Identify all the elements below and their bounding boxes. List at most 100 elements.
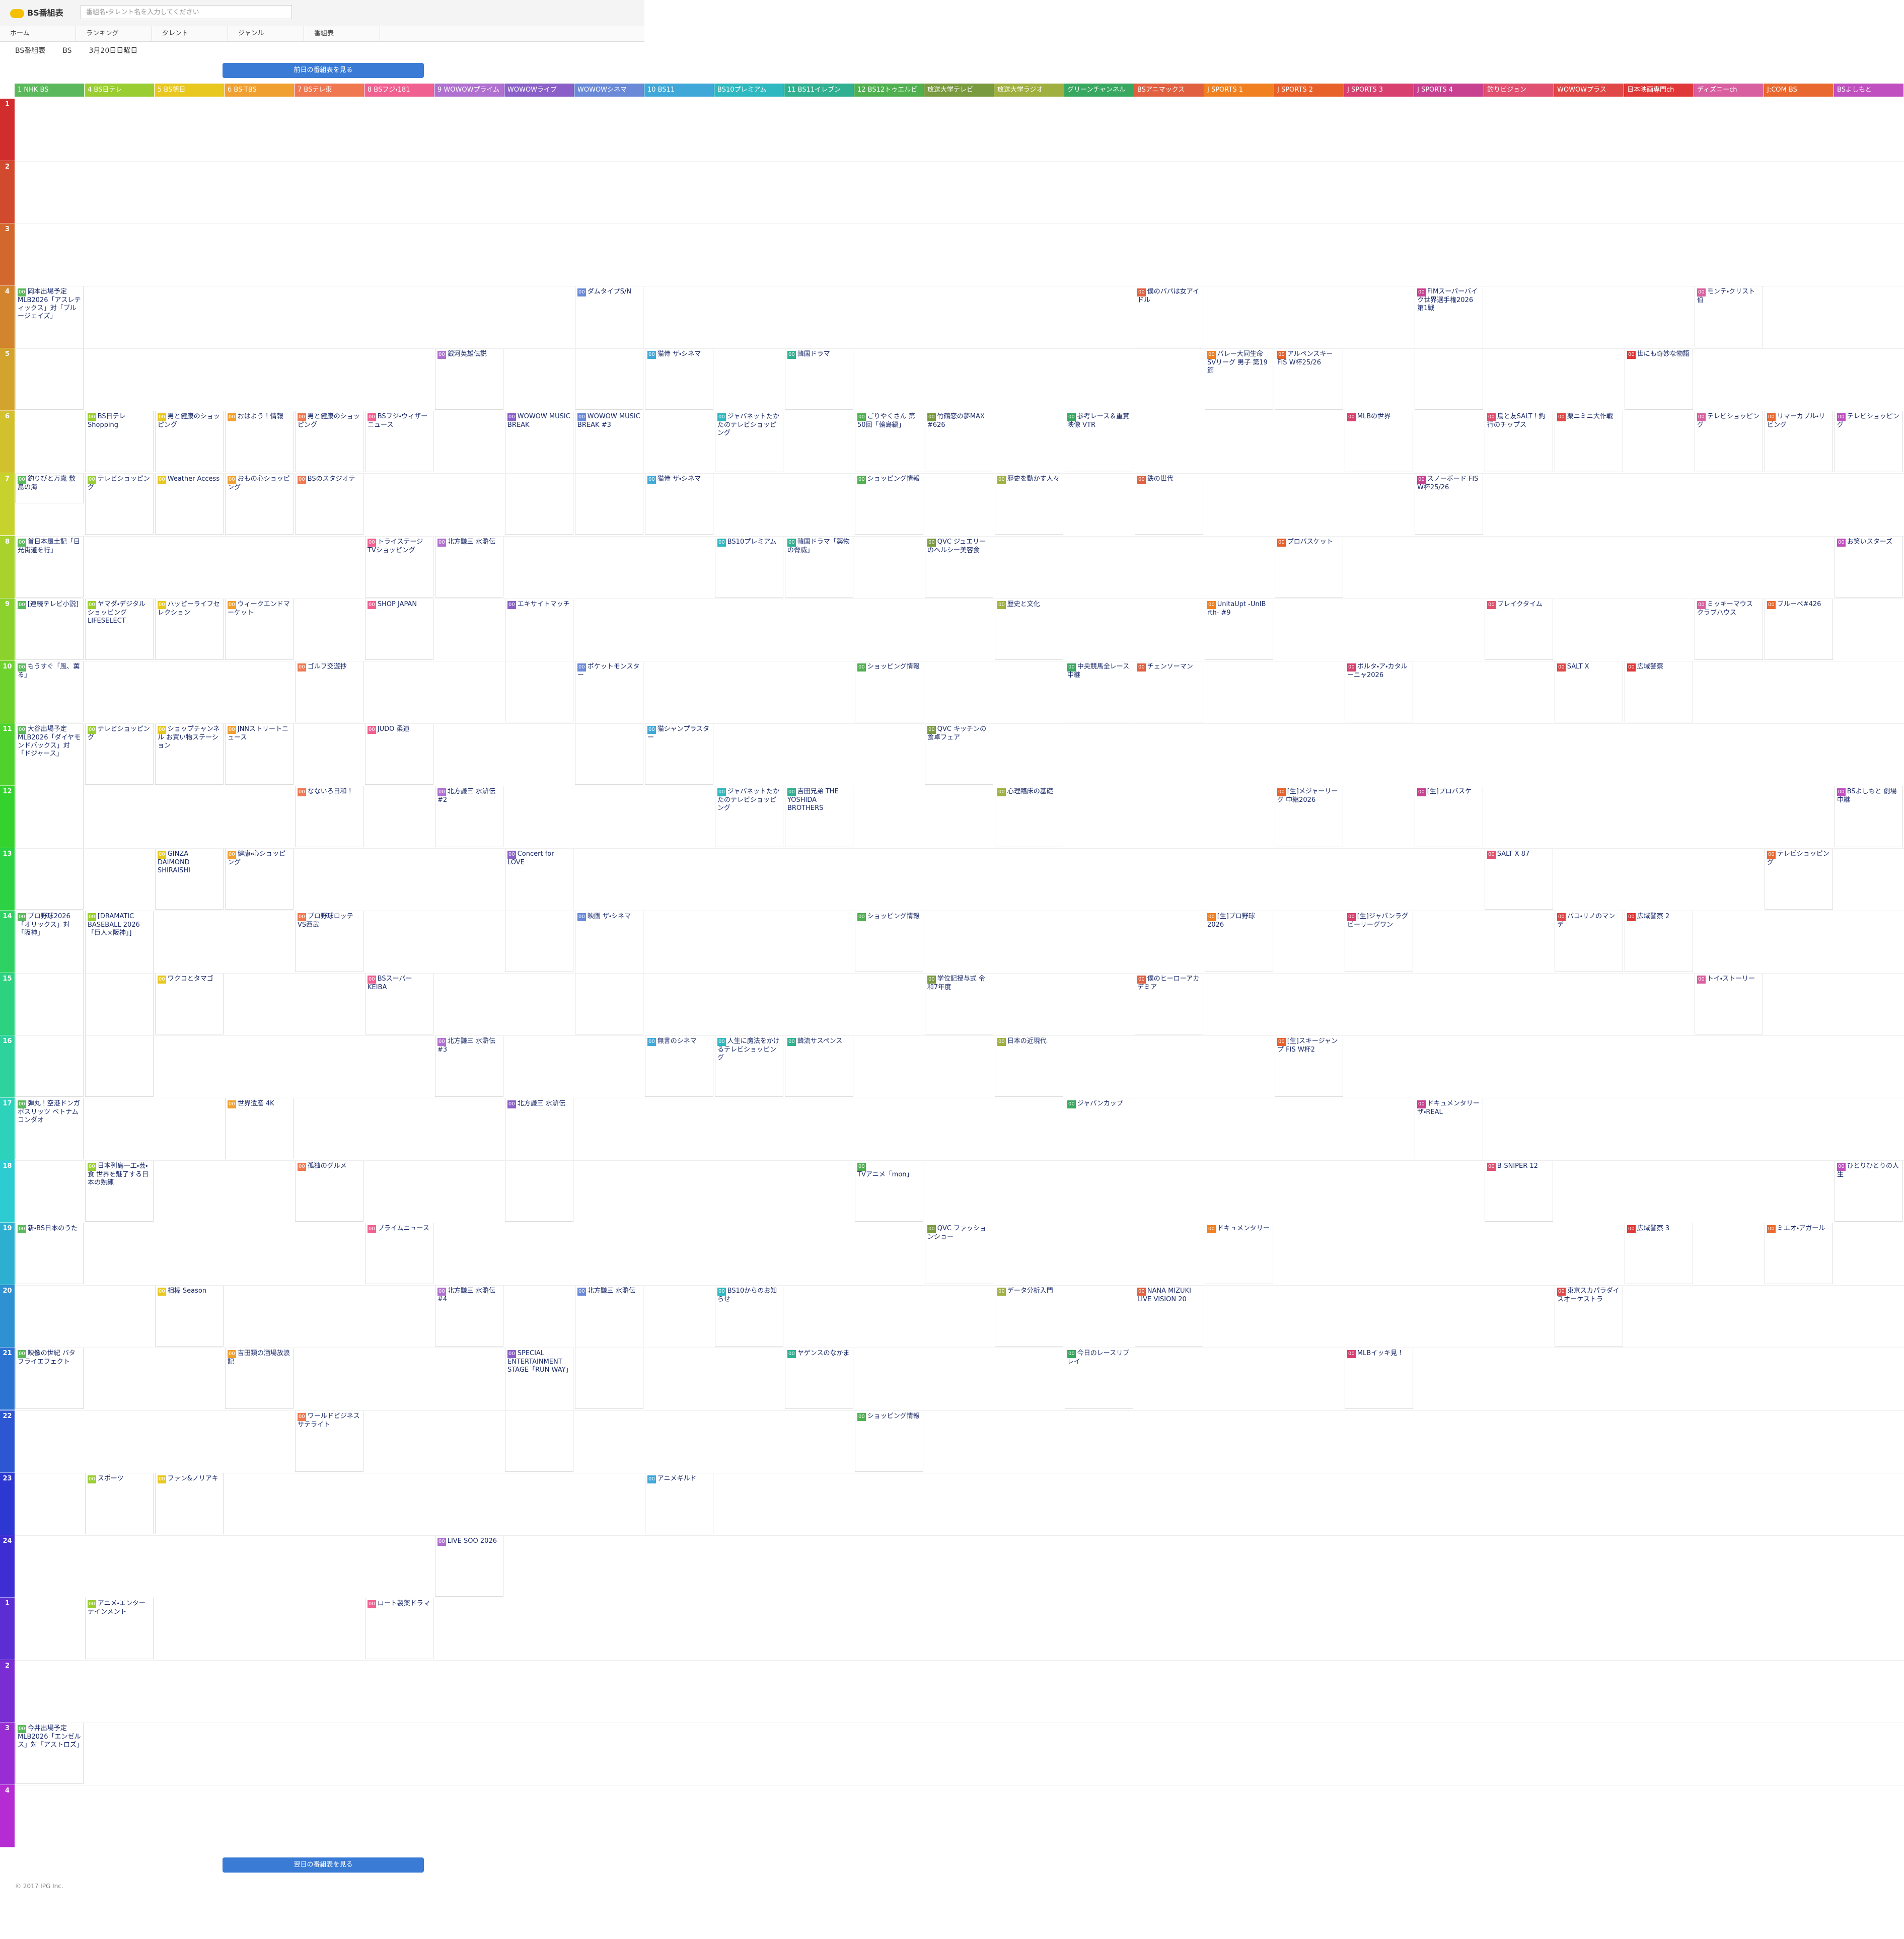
channel-header[interactable]: 釣りビジョン xyxy=(1484,84,1554,97)
program[interactable]: 00 猫シャンプラスター xyxy=(645,723,713,785)
program[interactable]: 00 プロ野球ロッテVS西武 xyxy=(295,910,363,972)
program[interactable]: 00 僕のパパは女アイドル xyxy=(1135,286,1203,348)
program[interactable]: 00 テレビショッピング xyxy=(1695,411,1763,473)
program[interactable]: 00 ブルーペ#426 xyxy=(1765,598,1833,660)
program[interactable]: 00 広域警察 3 xyxy=(1625,1223,1693,1285)
program[interactable]: 00 もうすぐ「風、薫る」 xyxy=(15,660,84,722)
channel-header[interactable]: 日本映画専門ch xyxy=(1624,84,1694,97)
program[interactable]: 00 映像の世紀 バタフライエフェクト xyxy=(15,1348,84,1409)
program[interactable]: 00 男と健康のショッピング xyxy=(295,411,363,473)
program[interactable]: 00 BS10からのお知らせ xyxy=(715,1285,783,1347)
program[interactable]: 00 [連続テレビ小説] xyxy=(15,598,84,660)
program[interactable]: 00 ショッピング情報 xyxy=(855,910,923,972)
program[interactable]: 00 アニメ・エンターテインメント xyxy=(85,1597,154,1659)
program[interactable]: 00 ダムタイプS/N xyxy=(575,286,643,410)
program[interactable]: 00 心理臨床の基礎 xyxy=(995,785,1063,847)
program[interactable]: 00 リマーカブル・リビング xyxy=(1765,411,1833,473)
program[interactable]: 00 [生]プロバスケ xyxy=(1415,785,1483,847)
prev-day-button[interactable]: 前日の番組表を見る xyxy=(223,63,424,78)
program[interactable]: 00 QVC ファッションショー xyxy=(925,1223,993,1285)
program[interactable]: 00 JNNストリートニュース xyxy=(225,723,294,785)
channel-header[interactable]: 11 BS11イレブン xyxy=(784,84,854,97)
program[interactable]: 00 ドキュメンタリー xyxy=(1205,1223,1273,1285)
program[interactable]: 00 ミッキーマウス クラブハウス xyxy=(1695,598,1763,660)
channel-header[interactable]: 6 BS-TBS xyxy=(225,84,294,97)
program[interactable]: 00 ハッピーライフセレクション xyxy=(155,598,224,660)
program[interactable]: 00 新・BS日本のうた xyxy=(15,1223,84,1285)
program[interactable]: 00 猫侍 ザ・シネマ xyxy=(645,473,713,535)
channel-header[interactable]: グリーンチャンネル xyxy=(1064,84,1134,97)
program[interactable]: 00 今井出場予定 MLB2026「エンゼルス」対「アストロズ」 xyxy=(15,1722,84,1784)
program[interactable]: 00 ボルタ・ア・カタルーニャ2026 xyxy=(1345,660,1413,722)
program[interactable]: 00 ヤゲンスのなかま xyxy=(785,1348,853,1409)
program[interactable]: 00 SALT X xyxy=(1555,660,1623,722)
program[interactable]: 00 プロ野球2026「オリックス」対「阪神」 xyxy=(15,910,84,1097)
program[interactable]: 00 LIVE SOO 2026 xyxy=(435,1535,503,1597)
channel-header[interactable]: 8 BSフジ・181 xyxy=(364,84,434,97)
channel-header[interactable]: 放送大学テレビ xyxy=(924,84,994,97)
channel-header[interactable]: BSアニマックス xyxy=(1134,84,1204,97)
channel-header[interactable]: J:COM BS xyxy=(1764,84,1834,97)
program[interactable]: 00 ショッピング情報 xyxy=(855,473,923,535)
program[interactable]: 00 北方謙三 水滸伝 #2 xyxy=(435,785,503,847)
program[interactable]: 00 韓国ドラマ「薬物の脅威」 xyxy=(785,536,853,598)
program[interactable]: 00 モンテ・クリスト伯 xyxy=(1695,286,1763,348)
program[interactable]: 00 北方謙三 水滸伝 #3 xyxy=(435,1035,503,1097)
select[interactable]: BS番組表 xyxy=(15,47,46,55)
next-day-button[interactable]: 翌日の番組表を見る xyxy=(223,1857,424,1873)
program[interactable]: 00 テレビショッピング xyxy=(1765,848,1833,910)
program[interactable]: 00 プライムニュース xyxy=(365,1223,433,1285)
program[interactable]: 00 広域警察 xyxy=(1625,660,1693,722)
nav-tab[interactable]: 番組表 xyxy=(304,26,380,41)
program[interactable]: 00 栗ニミニ大作戦 xyxy=(1555,411,1623,473)
program[interactable]: 00 人生に魔法をかけるテレビショッピング xyxy=(715,1035,783,1097)
program[interactable]: 00 MLBの世界 xyxy=(1345,411,1413,473)
program[interactable]: 00 参考レース＆重賞映像 VTR xyxy=(1065,411,1133,473)
program[interactable]: 00 無言のシネマ xyxy=(645,1035,713,1097)
program[interactable]: 00 ワールドビジネスサテライト xyxy=(295,1410,363,1472)
program[interactable]: 00 [DRAMATIC BASEBALL 2026「巨人×阪神」] xyxy=(85,910,154,1097)
select[interactable]: 3月20日日曜日 xyxy=(89,47,138,55)
program[interactable]: 00TVアニメ「mon」 xyxy=(855,1160,923,1222)
program[interactable]: 00 銀河英雄伝説 xyxy=(435,348,503,410)
nav-tab[interactable]: ランキング xyxy=(76,26,152,41)
channel-header[interactable]: J SPORTS 3 xyxy=(1344,84,1414,97)
program[interactable]: 00 日本の近現代 xyxy=(995,1035,1063,1097)
program[interactable]: 00 吉田兄弟 THE YOSHIDA BROTHERS xyxy=(785,785,853,847)
channel-header[interactable]: 12 BS12トゥエルビ xyxy=(854,84,924,97)
program[interactable]: 00 ミエオ・アガール xyxy=(1765,1223,1833,1285)
program[interactable]: 00 UnitaUpt -UnIB rth- #9 xyxy=(1205,598,1273,660)
program[interactable]: 00 学位記授与式 令和7年度 xyxy=(925,973,993,1035)
program[interactable]: 00 SALT X 87 xyxy=(1485,848,1553,910)
channel-header[interactable]: WOWOWプラス xyxy=(1554,84,1624,97)
program[interactable]: 00 相棒 Season xyxy=(155,1285,224,1347)
program[interactable]: 00 ゴルフ交遊抄 xyxy=(295,660,363,722)
program[interactable]: 00 ショッピング情報 xyxy=(855,1410,923,1472)
program[interactable]: 00 孤独のグルメ xyxy=(295,1160,363,1222)
program[interactable]: 00 FIMスーパーバイク世界選手権2026 第1戦 xyxy=(1415,286,1483,410)
program[interactable]: 00 エキサイトマッチ xyxy=(505,598,573,722)
program[interactable]: 00 歴史を動かす人々 xyxy=(995,473,1063,535)
program[interactable]: 00 ショップチャンネル お買い物ステーション xyxy=(155,723,224,785)
program[interactable]: 00 歴史と文化 xyxy=(995,598,1063,660)
program[interactable]: 00 [生]ジャパンラグビーリーグワン xyxy=(1345,910,1413,972)
program[interactable]: 00 おもの心ショッピング xyxy=(225,473,294,535)
logo[interactable]: BS番組表 xyxy=(10,6,63,18)
program[interactable]: 00 WOWOW MUSIC BREAK #3 xyxy=(575,411,643,535)
nav-tab[interactable]: ホーム xyxy=(0,26,76,41)
program[interactable]: 00 釣りびと万歳 敷島の海 xyxy=(15,473,84,504)
program[interactable]: 00 [生]スキージャンプ FIS W杯2 xyxy=(1275,1035,1343,1097)
program[interactable]: 00 鳥と友SALT！釣行のチップス xyxy=(1485,411,1553,473)
program[interactable]: 00 Concert for LOVE xyxy=(505,848,573,972)
program[interactable]: 00 男と健康のショッピング xyxy=(155,411,224,473)
program[interactable]: 00 Weather Access xyxy=(155,473,224,535)
program[interactable]: 00 今日のレースリプレイ xyxy=(1065,1348,1133,1409)
program[interactable]: 00 お笑いスターズ xyxy=(1835,536,1903,598)
program[interactable]: 00 ジャパンカップ xyxy=(1065,1098,1133,1160)
program[interactable]: 00 韓国ドラマ xyxy=(785,348,853,410)
program[interactable]: 00 トライステージTVショッピング xyxy=(365,536,433,598)
program[interactable]: 00 BS日テレShopping xyxy=(85,411,154,473)
program[interactable]: 00 QVC ジュエリーのヘルシー美容食 xyxy=(925,536,993,598)
program[interactable]: 00 SHOP JAPAN xyxy=(365,598,433,660)
program[interactable]: 00 ファン&ノリアキ xyxy=(155,1472,224,1534)
